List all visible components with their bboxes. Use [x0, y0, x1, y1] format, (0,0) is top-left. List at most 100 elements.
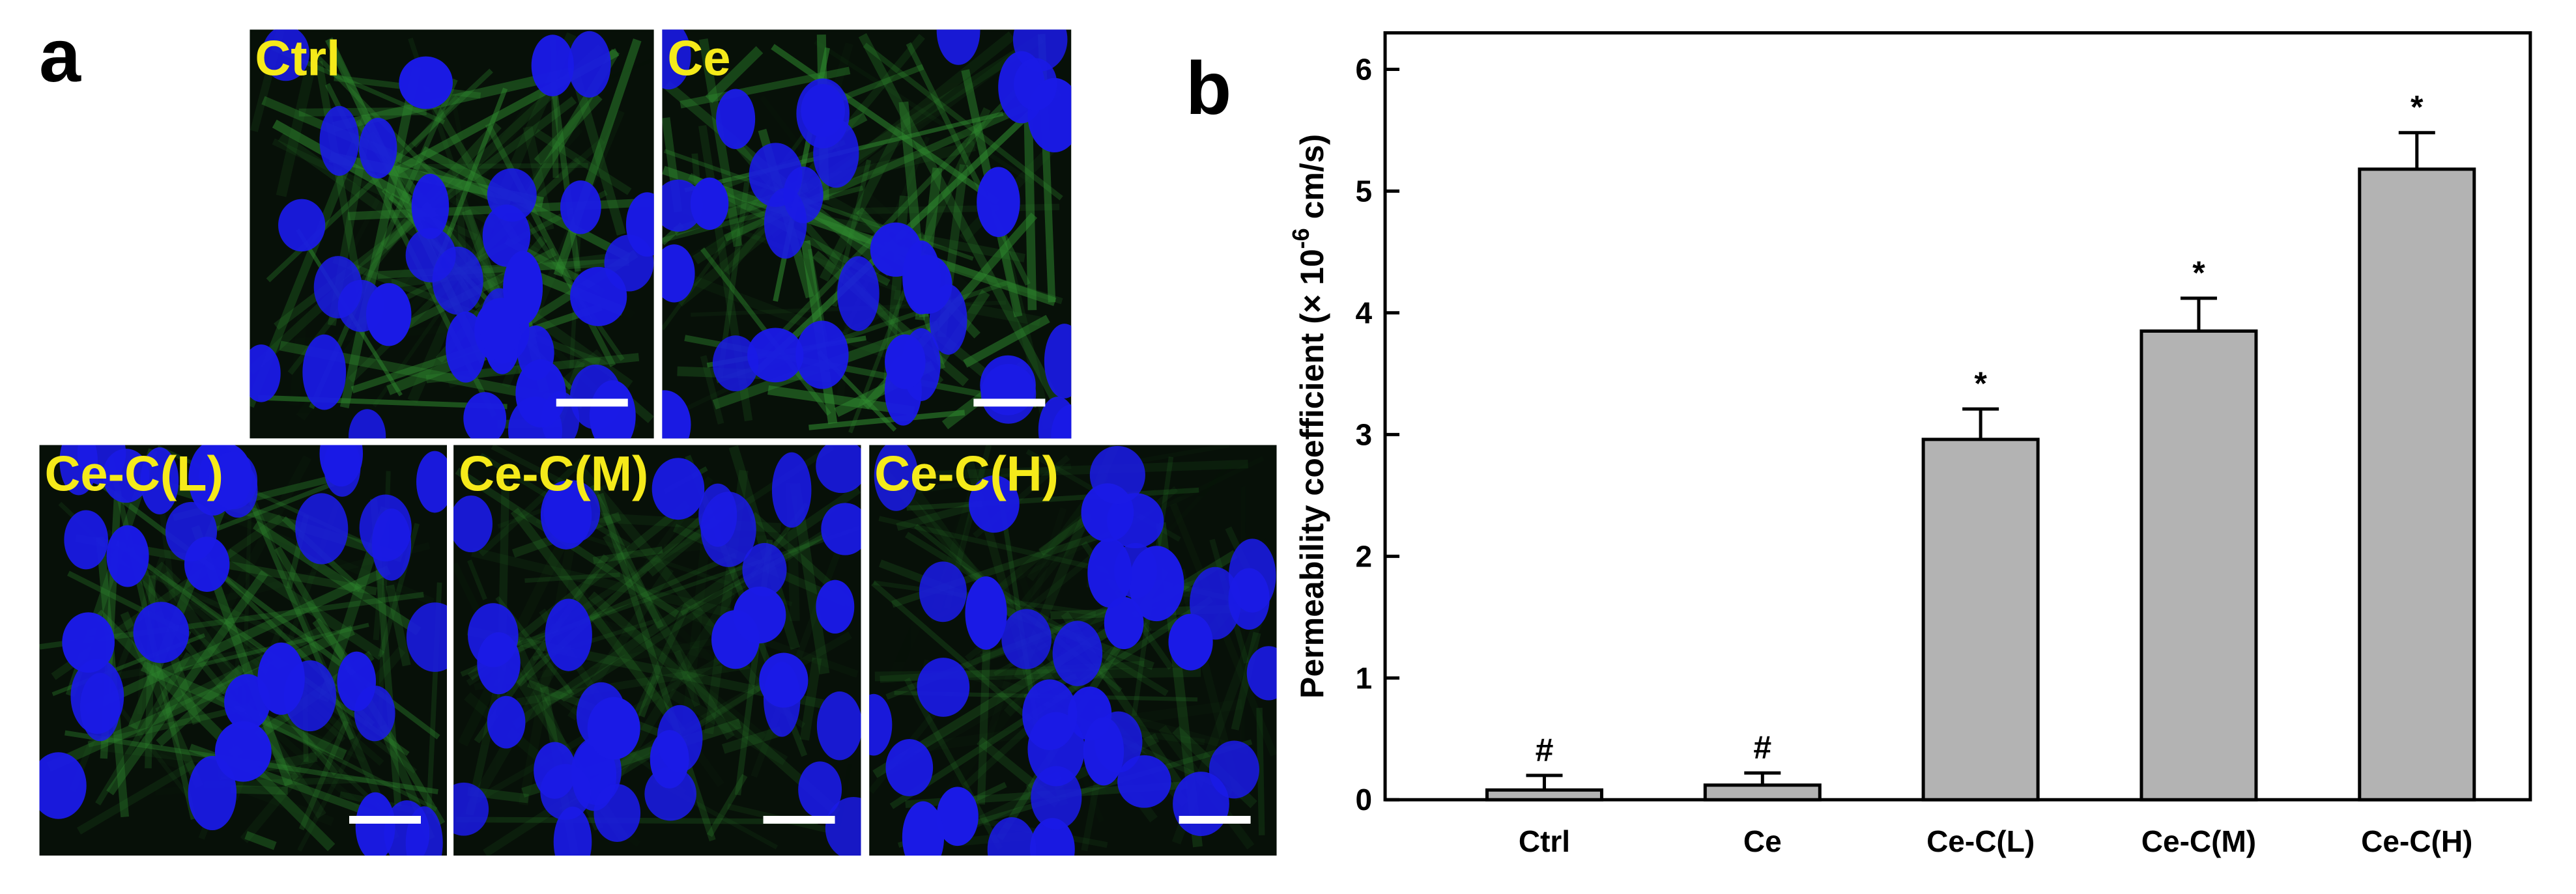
nucleus [969, 475, 1020, 533]
nucleus [531, 35, 574, 96]
fiber [721, 726, 782, 754]
y-tick-label: 1 [1355, 661, 1372, 695]
micrograph: Ctrl [250, 29, 654, 439]
fiber [848, 286, 908, 434]
fiber [700, 355, 724, 425]
bar [2358, 167, 2476, 802]
nucleus [816, 691, 861, 761]
fiber [310, 49, 444, 185]
fiber [466, 445, 835, 686]
nucleus [885, 334, 926, 389]
fiber [707, 774, 748, 837]
fiber [522, 126, 554, 231]
bar [1485, 788, 1603, 802]
nucleus [59, 445, 98, 496]
fiber [312, 617, 354, 667]
micrograph: Ce-C(L) [39, 445, 447, 856]
fiber [681, 529, 711, 729]
fiber [386, 584, 411, 667]
nucleus [837, 256, 880, 331]
fiber [662, 185, 864, 243]
nucleus [987, 817, 1037, 856]
nucleus [165, 501, 218, 562]
error-bar [1526, 774, 1563, 790]
nucleus [1168, 613, 1213, 671]
nucleus [545, 598, 592, 671]
bar [2140, 329, 2258, 802]
nucleus [359, 117, 397, 179]
fiber [244, 831, 277, 850]
annotation: * [2192, 255, 2205, 291]
nucleus [567, 31, 611, 98]
nucleus [416, 451, 447, 513]
nucleus [825, 796, 861, 856]
nucleus [302, 334, 347, 410]
fiber [756, 79, 1027, 359]
nucleus [919, 561, 967, 622]
fiber [231, 785, 288, 795]
fiber [156, 664, 245, 747]
y-tick-label: 2 [1355, 539, 1372, 573]
fiber [511, 485, 861, 729]
fiber [298, 107, 427, 117]
fiber [543, 684, 573, 706]
nucleus [62, 612, 115, 673]
fiber [478, 458, 584, 557]
fiber [524, 572, 620, 583]
fiber [819, 126, 906, 282]
nucleus [874, 445, 919, 511]
y-tick-label: 3 [1355, 417, 1372, 451]
fiber [471, 547, 741, 620]
nucleus [453, 782, 489, 836]
nucleus [796, 78, 850, 148]
nucleus [349, 409, 386, 439]
nucleus [1104, 596, 1144, 650]
fiber [519, 538, 577, 806]
nucleus [79, 673, 121, 742]
fiber [467, 559, 487, 600]
nucleus [712, 335, 759, 391]
fiber [592, 546, 663, 565]
annotation: * [1974, 365, 1987, 402]
nucleus [106, 525, 149, 587]
fiber [411, 95, 461, 148]
nucleus [319, 105, 360, 176]
fiber [964, 770, 973, 771]
nucleus [1128, 546, 1184, 622]
micrograph-content [662, 29, 1072, 439]
nucleus [821, 503, 861, 555]
fiber [771, 44, 1000, 205]
nucleus [1246, 646, 1277, 701]
nucleus [763, 662, 801, 737]
fiber [315, 61, 364, 295]
fiber [667, 688, 788, 766]
nucleus [208, 451, 258, 510]
fiber [46, 625, 355, 772]
y-tick-label: 6 [1355, 53, 1372, 87]
nucleus [140, 447, 179, 514]
nucleus [262, 29, 309, 81]
nucleus [651, 458, 705, 520]
fiber [896, 500, 984, 531]
fiber [252, 520, 422, 636]
nucleus [319, 445, 364, 487]
fiber [550, 81, 581, 272]
fiber [485, 122, 616, 367]
nucleus [1052, 621, 1103, 686]
nucleus [278, 199, 326, 252]
nucleus [543, 480, 601, 544]
nucleus [257, 642, 305, 715]
nucleus [917, 658, 970, 717]
micrograph-content [869, 445, 1277, 856]
nucleus [662, 244, 695, 303]
image-label: Ce [667, 31, 730, 86]
y-tick-label: 5 [1355, 174, 1372, 208]
image-label: Ce-C(H) [874, 446, 1059, 501]
micrograph: Ce-C(M) [453, 445, 861, 856]
fiber [276, 60, 317, 197]
fiber [863, 42, 1063, 201]
nucleus [405, 227, 456, 283]
error-bar [1744, 771, 1781, 785]
nucleus [39, 752, 87, 819]
